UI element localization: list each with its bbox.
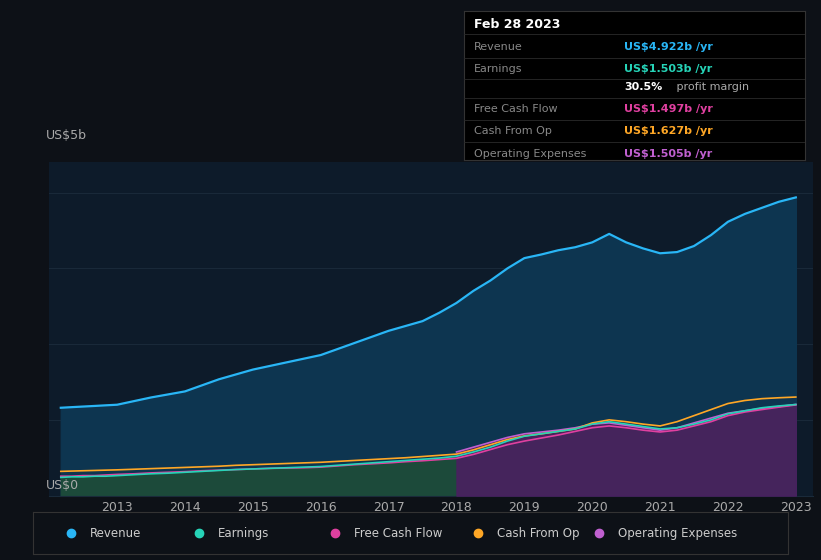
Text: Revenue: Revenue [474, 42, 523, 52]
Text: US$5b: US$5b [45, 129, 86, 142]
Text: Revenue: Revenue [89, 527, 141, 540]
Text: Feb 28 2023: Feb 28 2023 [474, 18, 561, 31]
Text: US$4.922b /yr: US$4.922b /yr [624, 42, 713, 52]
Text: Cash From Op: Cash From Op [498, 527, 580, 540]
Text: 30.5%: 30.5% [624, 82, 663, 92]
Text: profit margin: profit margin [673, 82, 750, 92]
Text: Free Cash Flow: Free Cash Flow [474, 104, 557, 114]
Text: Earnings: Earnings [218, 527, 269, 540]
Text: US$1.503b /yr: US$1.503b /yr [624, 64, 713, 74]
Text: US$0: US$0 [45, 479, 79, 492]
Text: US$1.505b /yr: US$1.505b /yr [624, 148, 713, 158]
Text: US$1.497b /yr: US$1.497b /yr [624, 104, 713, 114]
Text: Operating Expenses: Operating Expenses [474, 148, 586, 158]
Text: Free Cash Flow: Free Cash Flow [354, 527, 443, 540]
Text: Earnings: Earnings [474, 64, 523, 74]
Text: Operating Expenses: Operating Expenses [618, 527, 737, 540]
Text: Cash From Op: Cash From Op [474, 127, 552, 137]
Text: US$1.627b /yr: US$1.627b /yr [624, 127, 713, 137]
